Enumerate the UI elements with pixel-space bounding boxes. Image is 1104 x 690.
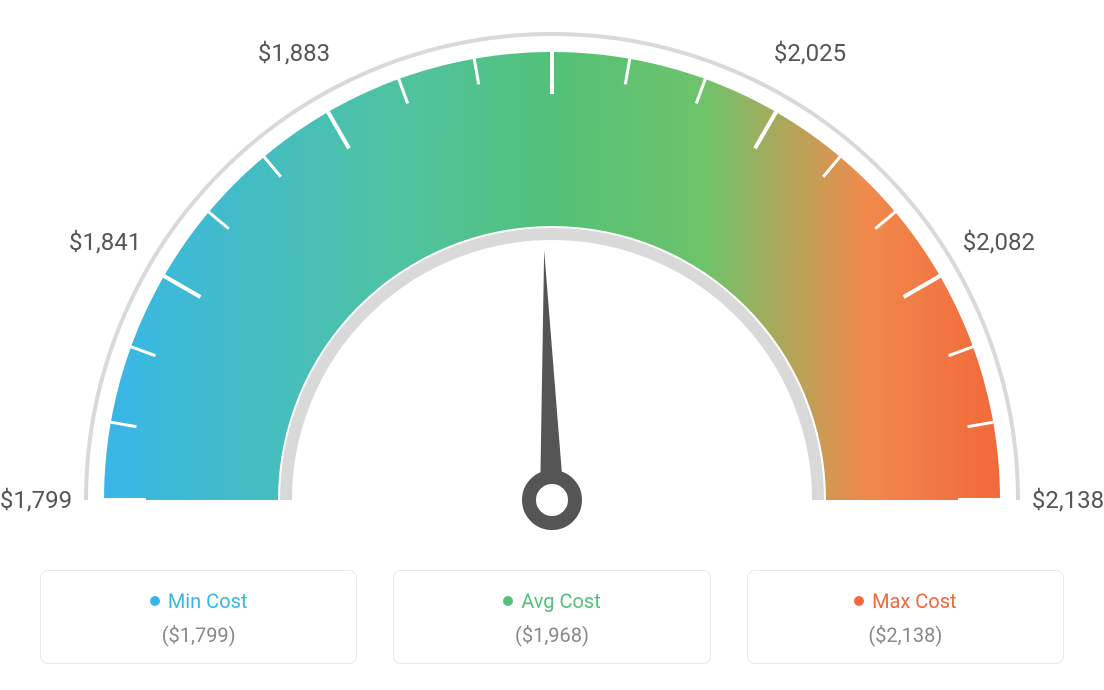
gauge-tick-label: $2,138 [1032,486,1104,514]
legend-title-min: Min Cost [51,589,346,613]
legend-title-avg: Avg Cost [404,589,699,613]
legend-value-max: ($2,138) [758,623,1053,647]
cost-gauge-widget: $1,799$1,841$1,883$1,968$2,025$2,082$2,1… [0,0,1104,690]
legend-value-avg: ($1,968) [404,623,699,647]
gauge-area: $1,799$1,841$1,883$1,968$2,025$2,082$2,1… [0,0,1104,560]
gauge-tick-label: $1,799 [0,486,72,514]
gauge-tick-label: $1,883 [258,39,330,67]
gauge-needle-pivot [529,477,575,523]
gauge-tick-label: $1,841 [69,228,141,256]
legend-value-min: ($1,799) [51,623,346,647]
gauge-svg [0,0,1104,560]
dot-icon [854,596,864,606]
legend-title-max: Max Cost [758,589,1053,613]
legend-title-text: Max Cost [872,589,957,613]
dot-icon [503,596,513,606]
legend-row: Min Cost ($1,799) Avg Cost ($1,968) Max … [0,570,1104,664]
gauge-tick-label: $2,082 [963,228,1035,256]
legend-title-text: Min Cost [168,589,248,613]
legend-card-min: Min Cost ($1,799) [40,570,357,664]
legend-card-avg: Avg Cost ($1,968) [393,570,710,664]
legend-title-text: Avg Cost [521,589,601,613]
legend-card-max: Max Cost ($2,138) [747,570,1064,664]
gauge-needle [540,250,564,500]
gauge-tick-label: $2,025 [774,39,846,67]
dot-icon [150,596,160,606]
